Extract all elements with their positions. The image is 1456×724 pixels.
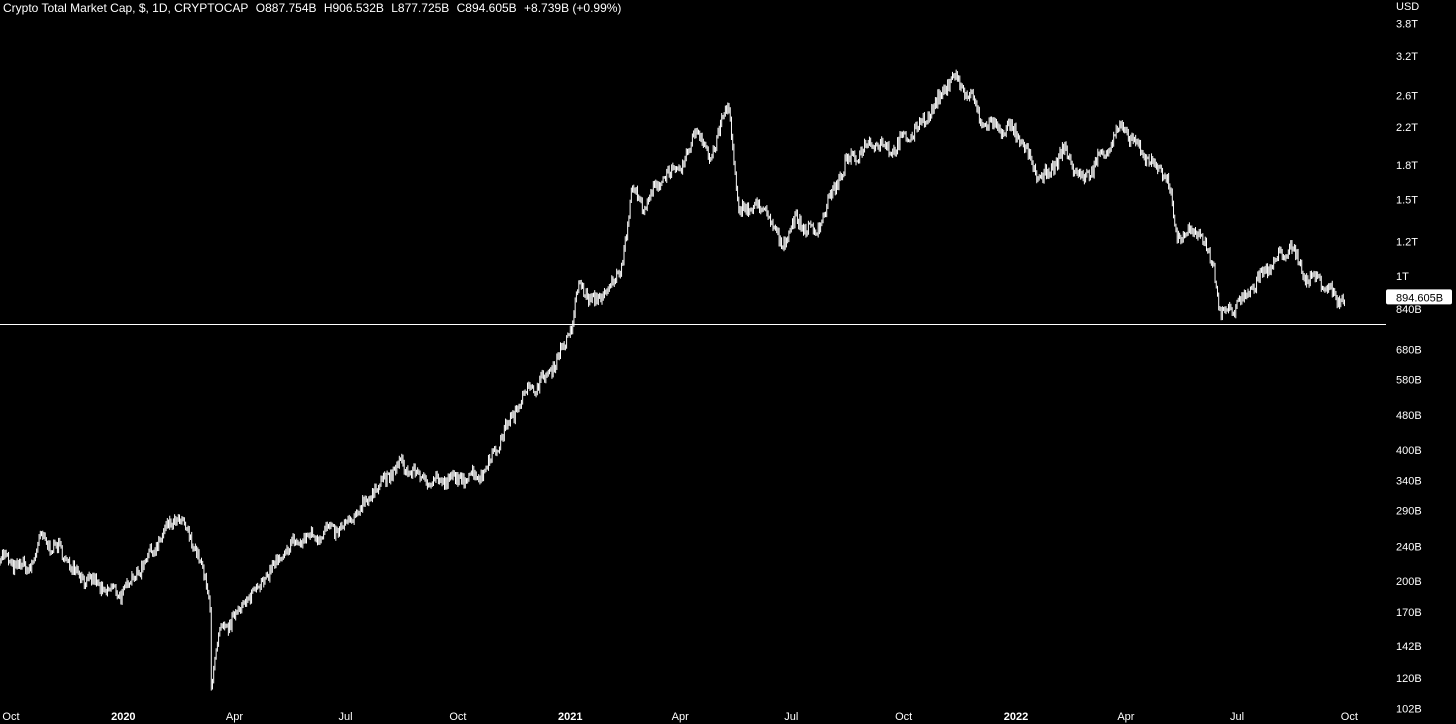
y-tick-label: 1.8T (1396, 160, 1418, 172)
legend-change: +8.739B (+0.99%) (524, 1, 622, 15)
y-tick-label: 340B (1396, 476, 1422, 488)
x-tick-label: Oct (895, 711, 912, 723)
y-tick-label: 290B (1396, 506, 1422, 518)
legend-title: Crypto Total Market Cap, $, 1D, CRYPTOCA… (3, 1, 249, 15)
currency-label: USD (1396, 1, 1419, 13)
y-tick-label: 3.2T (1396, 51, 1418, 63)
y-tick-label: 2.2T (1396, 122, 1418, 134)
y-tick-label: 1T (1396, 271, 1409, 283)
price-axis[interactable]: USD 3.8T 3.2T 2.6T 2.2T 1.8T 1.5T 1.2T 1T 840B 68… (1396, 1, 1422, 716)
y-tick-label: 142B (1396, 641, 1422, 653)
y-tick-label: 170B (1396, 607, 1422, 619)
last-price-label: 894.605B (1386, 289, 1452, 305)
y-tick-label: 840B (1396, 304, 1422, 316)
y-tick-label: 1.2T (1396, 237, 1418, 249)
y-tick-label: 680B (1396, 344, 1422, 356)
x-tick-label: Jul (784, 711, 798, 723)
legend-high: H906.532B (323, 1, 384, 15)
y-tick-label: 480B (1396, 410, 1422, 422)
x-tick-label: Oct (1341, 711, 1358, 723)
plot-area (0, 69, 1345, 691)
y-tick-label: 102B (1396, 704, 1422, 716)
y-tick-label: 400B (1396, 445, 1422, 457)
x-tick-label: 2021 (558, 711, 582, 723)
last-price-text: 894.605B (1396, 292, 1443, 304)
time-axis[interactable]: Oct 2020 Apr Jul Oct 2021 Apr Jul Oct 2022 Apr Jul O… (2, 711, 1358, 723)
y-tick-label: 120B (1396, 673, 1422, 685)
chart-legend: Crypto Total Market Cap, $, 1D, CRYPTOCA… (3, 0, 631, 16)
x-tick-label: 2022 (1004, 711, 1028, 723)
y-tick-label: 1.5T (1396, 194, 1418, 206)
x-tick-label: Apr (226, 711, 243, 723)
y-tick-label: 3.8T (1396, 18, 1418, 30)
y-tick-label: 200B (1396, 576, 1422, 588)
x-tick-label: Apr (1117, 711, 1134, 723)
x-tick-label: Jul (1230, 711, 1244, 723)
y-tick-label: 2.6T (1396, 90, 1418, 102)
y-tick-label: 580B (1396, 374, 1422, 386)
legend-close: C894.605B (456, 1, 517, 15)
x-tick-label: Jul (339, 711, 353, 723)
x-tick-label: Oct (449, 711, 466, 723)
y-tick-label: 240B (1396, 541, 1422, 553)
x-tick-label: 2020 (111, 711, 135, 723)
x-tick-label: Oct (2, 711, 19, 723)
legend-open: O887.754B (255, 1, 317, 15)
legend-low: L877.725B (391, 1, 450, 15)
x-tick-label: Apr (672, 711, 689, 723)
